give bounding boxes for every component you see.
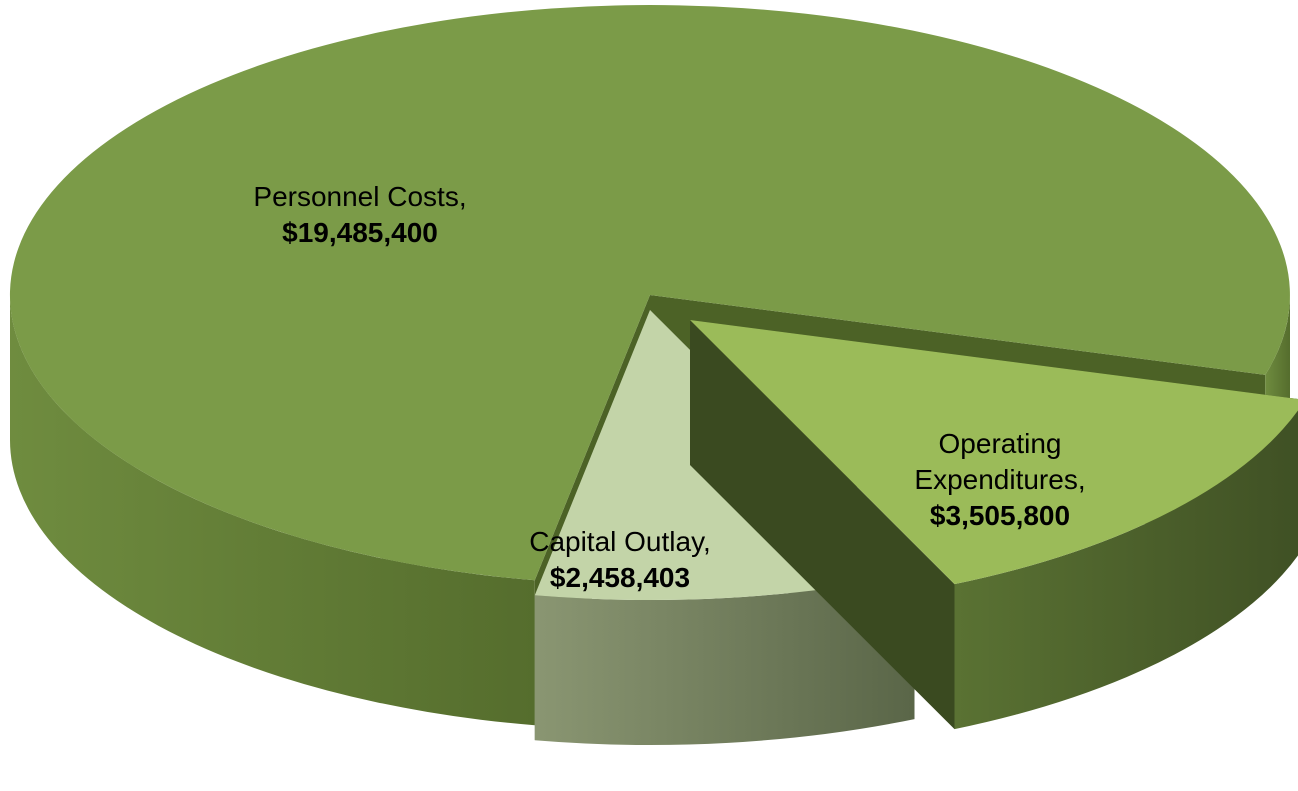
slice-side [954,410,1298,730]
value-label: $19,485,400 [282,217,438,248]
slice [690,320,1298,585]
slice-side [534,574,915,746]
category-label: Personnel Costs, [253,181,467,212]
value-label: $3,505,800 [929,500,1071,531]
slice-side [9,295,535,726]
slice-wall [690,320,955,730]
data-label: Operating Expenditures, $3,505,800 [880,426,1120,534]
data-label: Capital Outlay, $2,458,403 [529,524,711,596]
data-label: Personnel Costs, $19,485,400 [253,179,466,251]
value-label: $2,458,403 [549,562,691,593]
slice [9,5,1290,581]
category-label: Operating Expenditures, [914,428,1086,495]
category-label: Capital Outlay, [529,526,711,557]
